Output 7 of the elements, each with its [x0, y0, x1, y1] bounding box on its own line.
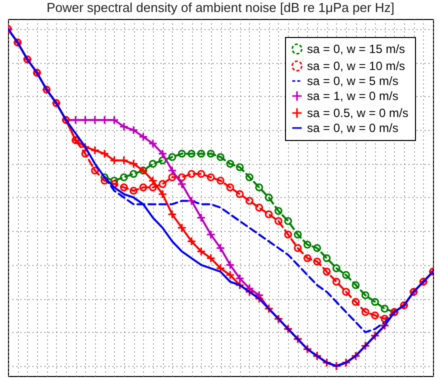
chart-title: Power spectral density of ambient noise [dB re 1μPa per Hz]: [46, 0, 394, 15]
legend-label: sa = 0, w = 5 m/s: [307, 74, 398, 88]
legend-label: sa = 0, w = 0 m/s: [307, 121, 398, 135]
legend-label: sa = 1, w = 0 m/s: [307, 89, 398, 103]
legend-label: sa = 0.5, w = 0 m/s: [307, 106, 408, 120]
legend-label: sa = 0, w = 10 m/s: [307, 59, 406, 73]
legend-label: sa = 0, w = 15 m/s: [307, 42, 406, 56]
